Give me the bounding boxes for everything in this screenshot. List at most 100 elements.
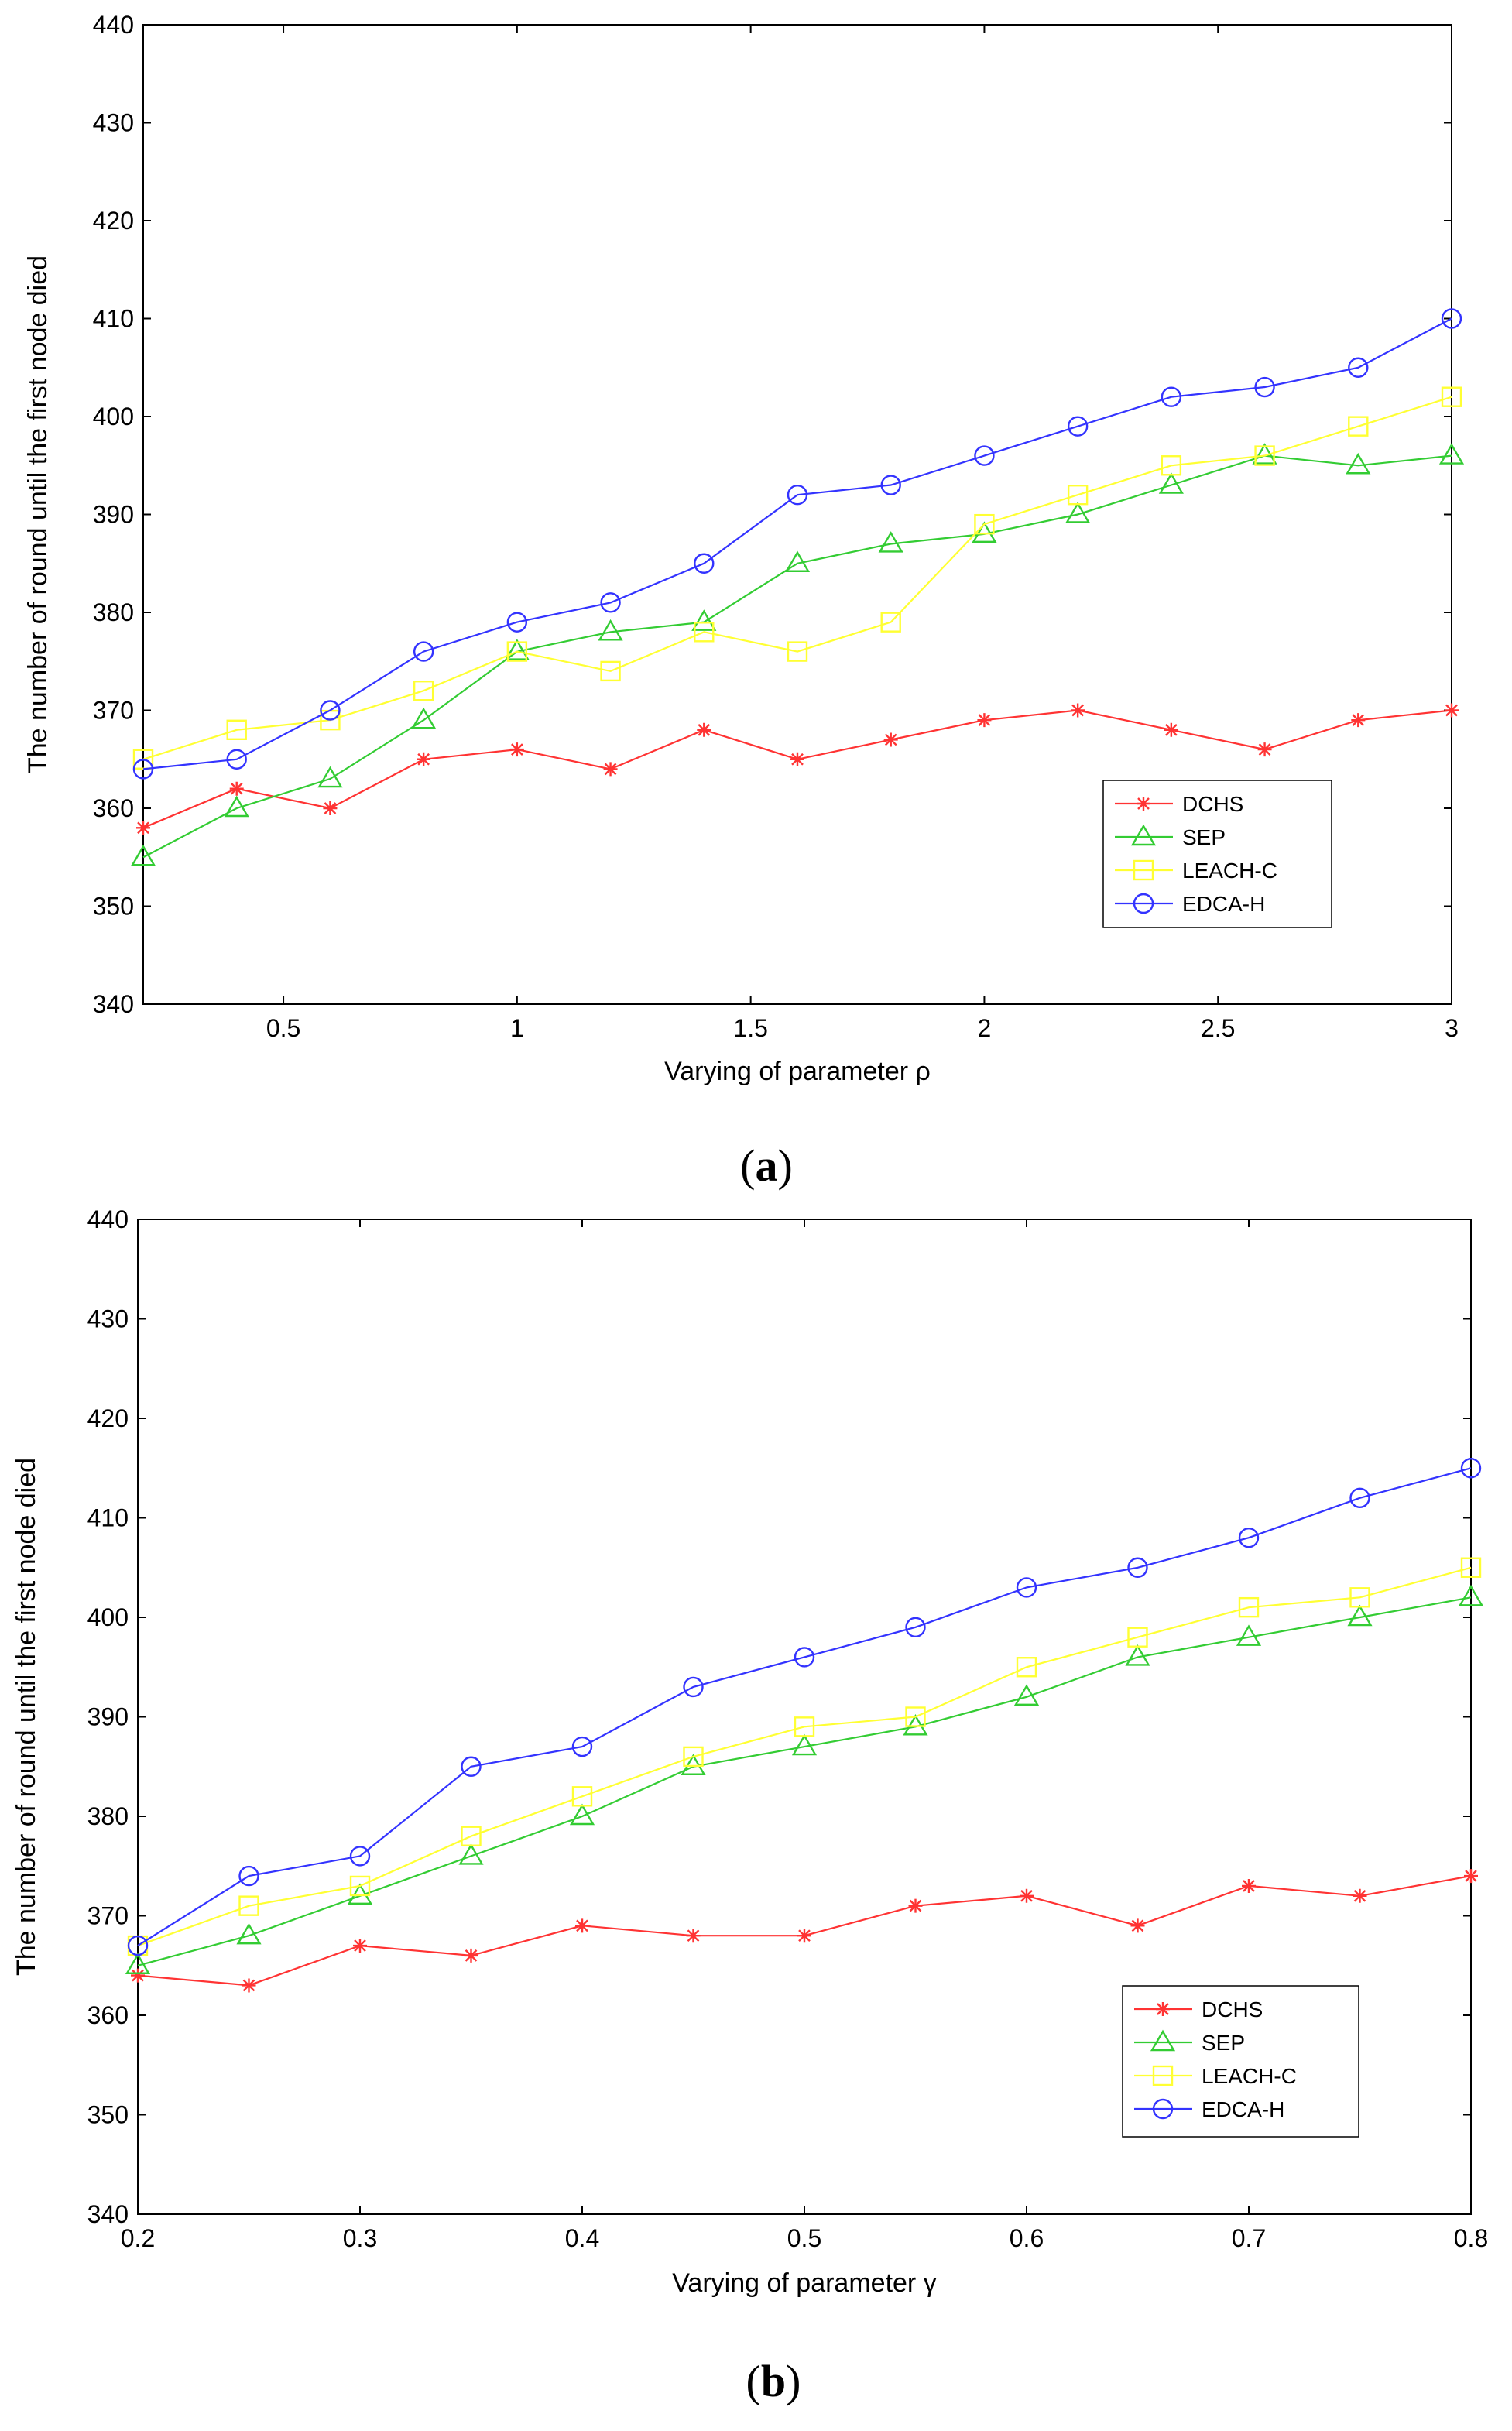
data-point-sep bbox=[125, 1953, 151, 1974]
data-point-sep bbox=[1347, 1604, 1373, 1627]
series-line-edca-h bbox=[142, 317, 1452, 770]
y-tick-label: 410 bbox=[93, 305, 134, 333]
data-point-edca-h bbox=[600, 592, 621, 613]
legend-marker-edca-h bbox=[1133, 893, 1154, 914]
data-point-dchs bbox=[131, 1968, 145, 1983]
legend-label-sep: SEP bbox=[1202, 2031, 1245, 2055]
data-point-leach-c bbox=[226, 719, 247, 740]
panel-label: (a) bbox=[740, 1140, 793, 1191]
data-point-leach-c bbox=[349, 1875, 371, 1897]
data-point-sep bbox=[1065, 502, 1091, 523]
data-point-leach-c bbox=[880, 612, 901, 633]
y-tick-label: 380 bbox=[93, 598, 134, 626]
data-point-edca-h bbox=[683, 1676, 704, 1698]
legend-marker-edca-h bbox=[1152, 2098, 1174, 2120]
data-point-edca-h bbox=[694, 553, 715, 574]
series-line-edca-h bbox=[137, 1467, 1472, 1947]
data-point-edca-h bbox=[413, 641, 434, 662]
data-point-sep bbox=[1346, 452, 1371, 475]
data-point-edca-h bbox=[1348, 357, 1369, 378]
x-tick-label: 1.5 bbox=[733, 1014, 767, 1042]
chart-panel-b: 340 350 360 370 380 390 400 410 420 430 440 0.2 0.3 0… bbox=[12, 1205, 1488, 2406]
y-tick-label: 390 bbox=[93, 501, 134, 529]
y-tick-label: 340 bbox=[93, 990, 134, 1018]
data-point-dchs bbox=[1164, 722, 1178, 737]
data-point-leach-c bbox=[461, 1826, 482, 1846]
data-point-leach-c bbox=[1127, 1627, 1148, 1648]
data-point-edca-h bbox=[1127, 1557, 1148, 1578]
series-sep bbox=[130, 443, 1465, 866]
data-point-dchs bbox=[977, 713, 992, 728]
data-point-leach-c bbox=[683, 1746, 704, 1768]
y-tick-label: 370 bbox=[87, 1902, 129, 1930]
y-tick-label: 350 bbox=[87, 2101, 129, 2129]
data-point-leach-c bbox=[1238, 1596, 1260, 1618]
data-point-sep bbox=[130, 844, 156, 866]
data-point-leach-c bbox=[571, 1786, 593, 1807]
legend: DCHS SEP LEACH-C EDCA-H bbox=[1122, 1985, 1359, 2138]
data-point-sep bbox=[224, 795, 249, 818]
y-tick-label: 430 bbox=[93, 109, 134, 137]
series-dchs bbox=[131, 1869, 1478, 1993]
data-point-sep bbox=[458, 1843, 484, 1865]
data-point-edca-h bbox=[1349, 1487, 1370, 1509]
y-tick-label: 420 bbox=[93, 207, 134, 235]
y-tick-label: 440 bbox=[93, 11, 134, 39]
data-point-edca-h bbox=[1460, 1458, 1482, 1479]
data-point-sep bbox=[504, 639, 530, 660]
data-point-sep bbox=[1458, 1584, 1484, 1606]
data-point-edca-h bbox=[880, 475, 901, 495]
legend-marker-leach-c bbox=[1133, 859, 1154, 881]
data-point-sep bbox=[691, 609, 717, 631]
data-point-dchs bbox=[575, 1918, 589, 1933]
y-tick-label: 380 bbox=[87, 1802, 129, 1830]
data-point-dchs bbox=[1020, 1888, 1034, 1903]
x-axis-label: Varying of parameter ρ bbox=[664, 1057, 931, 1086]
data-point-dchs bbox=[1242, 1878, 1256, 1893]
data-point-leach-c bbox=[1460, 1557, 1482, 1578]
data-point-edca-h bbox=[1016, 1577, 1037, 1598]
legend-label-leach-c: LEACH-C bbox=[1202, 2064, 1297, 2088]
data-point-leach-c bbox=[600, 660, 621, 682]
data-point-dchs bbox=[136, 821, 150, 835]
data-point-edca-h bbox=[349, 1846, 371, 1867]
legend-label-dchs: DCHS bbox=[1202, 1997, 1263, 2021]
data-point-sep bbox=[791, 1733, 818, 1756]
data-point-dchs bbox=[1130, 1918, 1145, 1933]
series-edca-h bbox=[127, 1458, 1482, 1956]
x-tick-label: 0.7 bbox=[1232, 2224, 1266, 2252]
data-point-sep bbox=[1125, 1644, 1150, 1666]
series-leach-c bbox=[132, 386, 1462, 770]
data-point-edca-h bbox=[787, 485, 808, 506]
data-point-dchs bbox=[697, 722, 711, 737]
x-tick-label: 0.6 bbox=[1010, 2224, 1044, 2252]
data-point-dchs bbox=[464, 1948, 478, 1963]
x-tick-label: 0.8 bbox=[1454, 2224, 1488, 2252]
data-point-leach-c bbox=[1349, 1587, 1370, 1608]
data-point-dchs bbox=[323, 801, 338, 815]
x-tick-label: 0.2 bbox=[121, 2224, 155, 2252]
data-point-dchs bbox=[686, 1929, 701, 1943]
y-tick-label: 400 bbox=[87, 1603, 129, 1631]
series-leach-c bbox=[127, 1557, 1482, 1956]
data-point-sep bbox=[569, 1803, 595, 1826]
data-point-edca-h bbox=[127, 1935, 149, 1956]
data-point-leach-c bbox=[238, 1895, 259, 1916]
data-point-sep bbox=[411, 707, 437, 729]
data-point-leach-c bbox=[974, 513, 995, 535]
data-point-edca-h bbox=[320, 700, 341, 721]
data-point-sep bbox=[1236, 1624, 1262, 1646]
data-point-dchs bbox=[509, 742, 524, 757]
data-point-edca-h bbox=[226, 749, 247, 770]
data-point-sep bbox=[878, 531, 903, 553]
data-point-sep bbox=[236, 1922, 262, 1945]
data-point-dchs bbox=[908, 1898, 923, 1913]
legend-marker-dchs bbox=[1156, 2002, 1170, 2016]
data-point-sep bbox=[1158, 472, 1184, 494]
legend-label-edca-h: EDCA-H bbox=[1202, 2097, 1284, 2121]
data-point-dchs bbox=[790, 752, 804, 766]
legend: DCHS SEP LEACH-C EDCA-H bbox=[1102, 780, 1332, 928]
data-point-leach-c bbox=[1016, 1657, 1037, 1678]
panel-label: (b) bbox=[746, 2356, 801, 2406]
